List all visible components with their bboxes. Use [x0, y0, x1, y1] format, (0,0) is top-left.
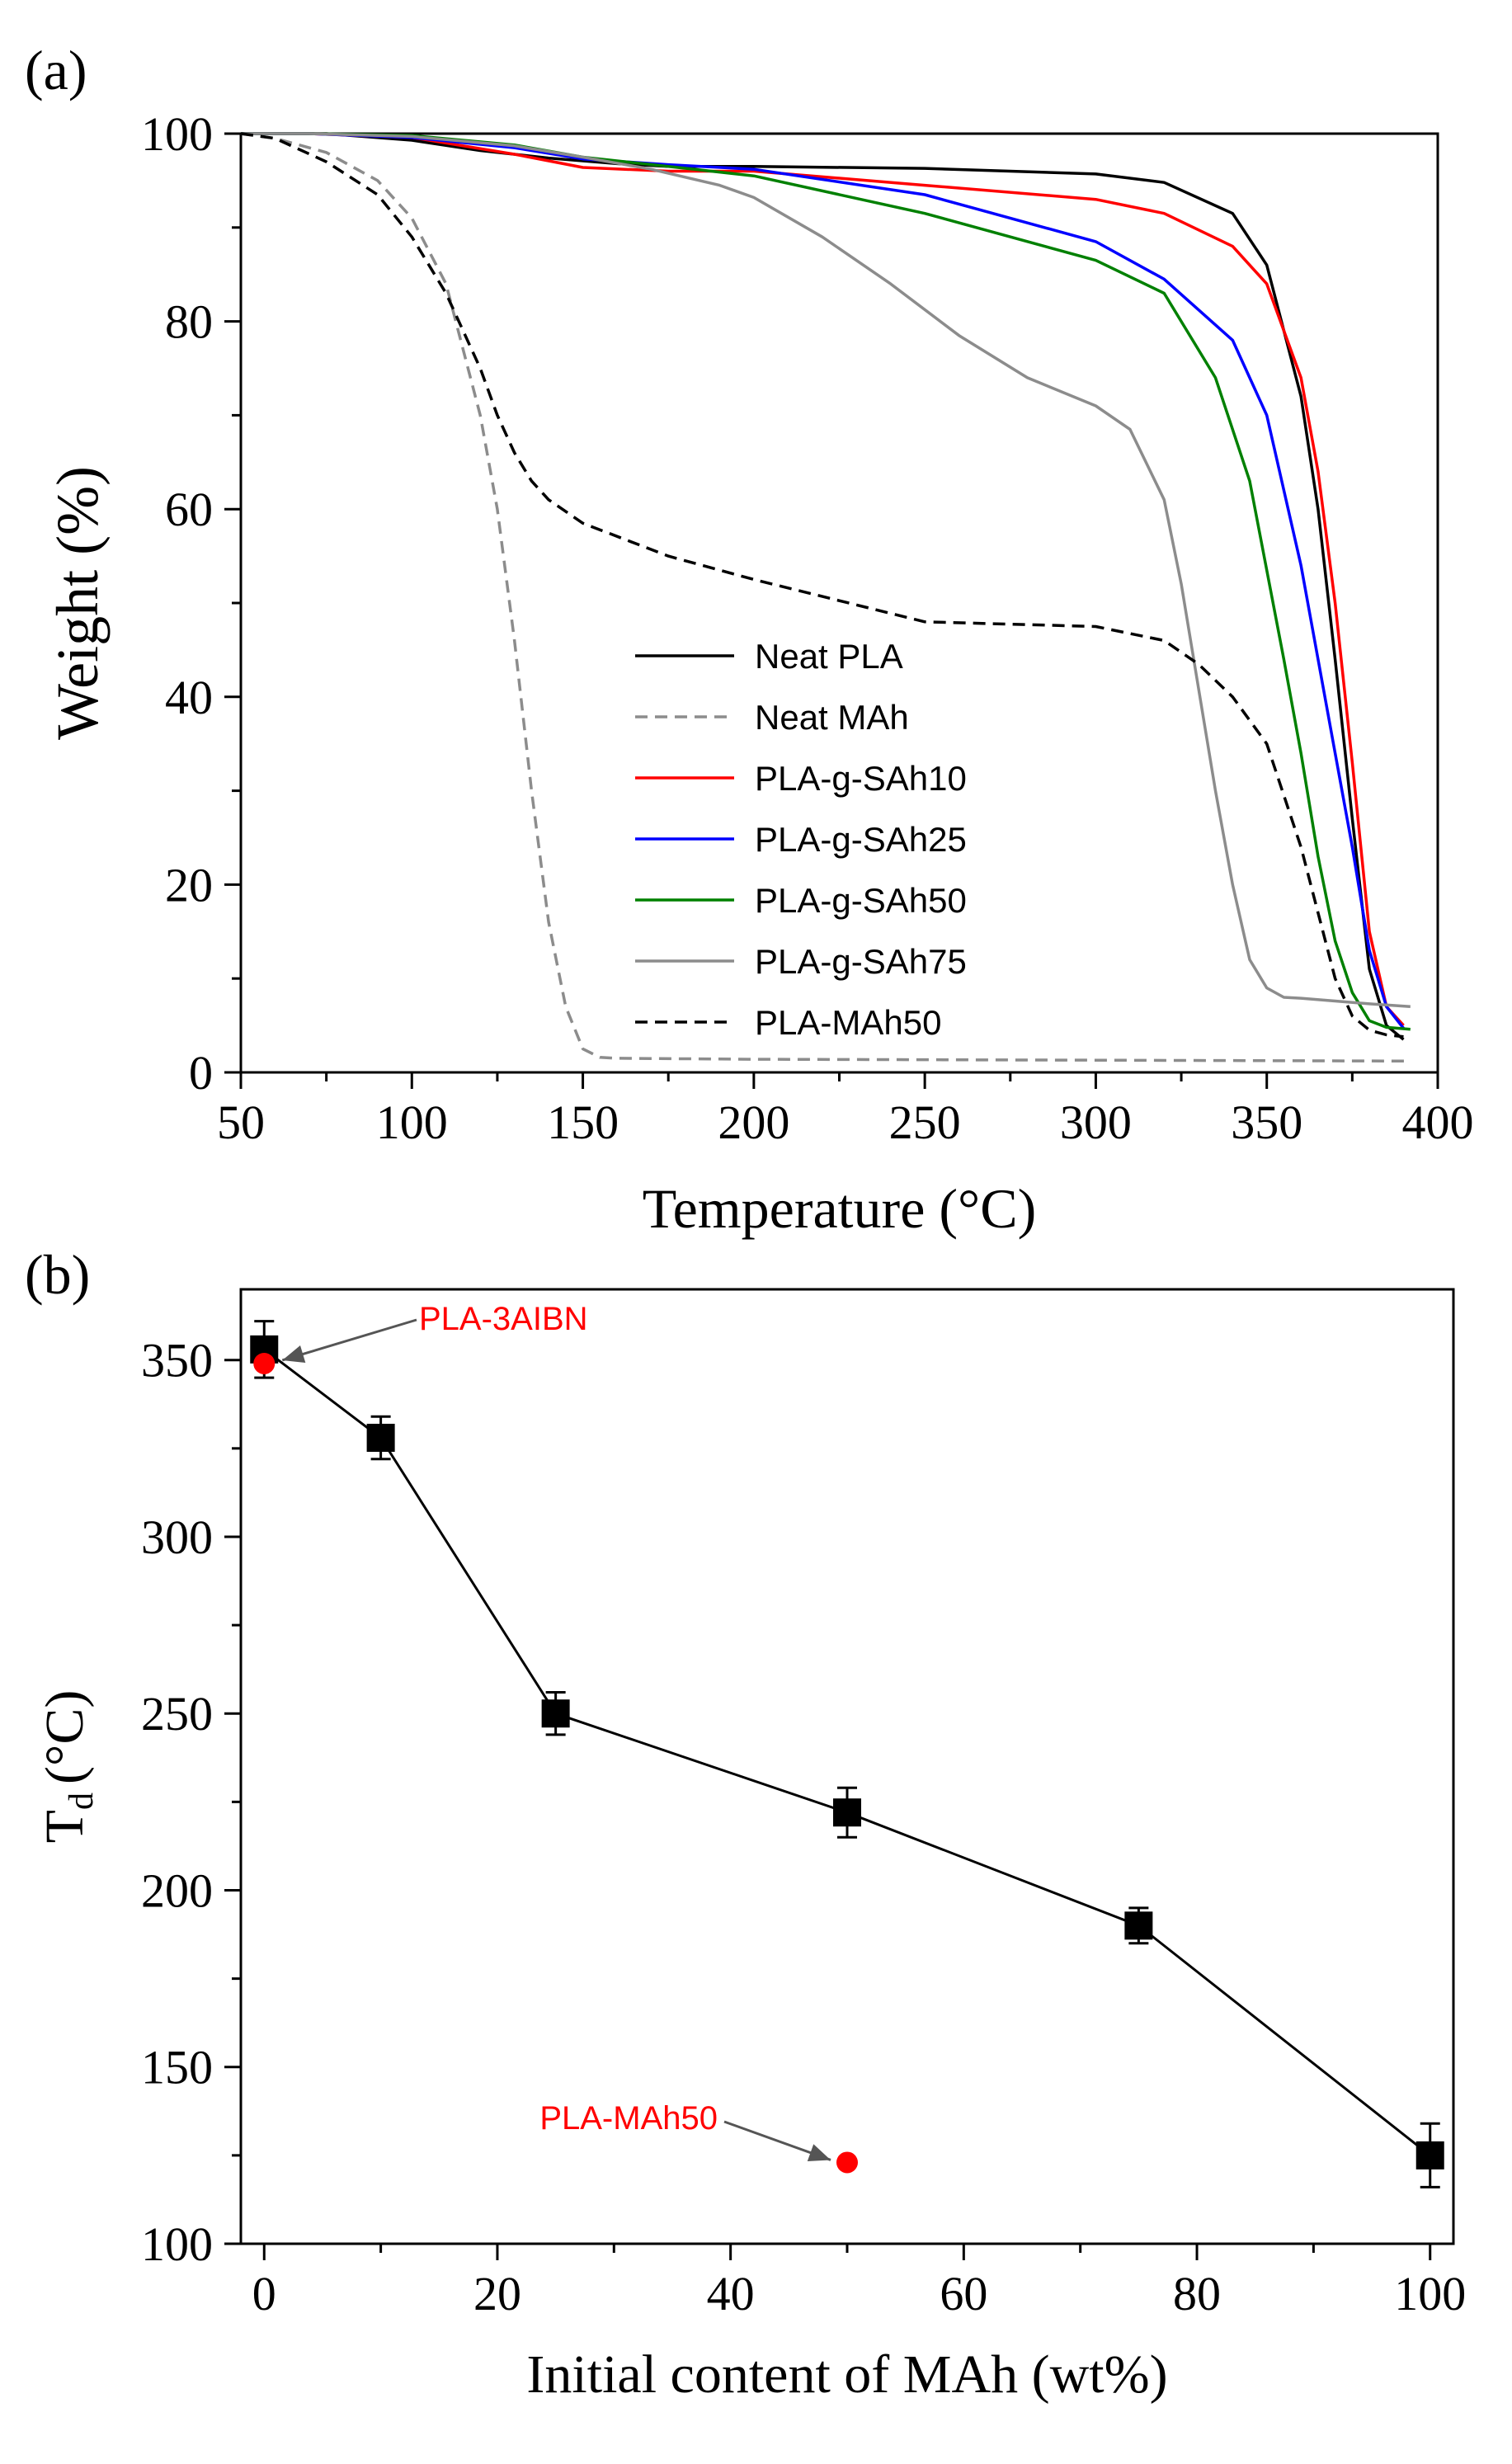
y-tick-label-a: 60	[165, 483, 213, 536]
y-tick-label-b: 150	[141, 2041, 213, 2094]
x-tick-label-b: 80	[1173, 2267, 1221, 2320]
annotation-arrow-pla-mah50-head	[807, 2144, 831, 2161]
series-line-pla-mah50	[240, 132, 1404, 1039]
x-tick-label-b: 100	[1394, 2267, 1466, 2320]
series-line-neat-mah	[240, 132, 1411, 1063]
y-tick-label-a: 80	[165, 295, 213, 349]
x-tick-label-a: 300	[1060, 1095, 1132, 1149]
y-label-unit: (°C)	[35, 1690, 95, 1784]
x-tick-label-a: 100	[376, 1095, 448, 1149]
legend-label-pla-g-sah75: PLA-g-SAh75	[755, 942, 967, 981]
x-tick-label-a: 400	[1402, 1095, 1474, 1149]
legend-label-pla-g-sah25: PLA-g-SAh25	[755, 820, 967, 859]
series-line-pla-g-sah25	[241, 132, 1405, 1029]
x-tick-label-b: 60	[940, 2267, 987, 2320]
axes-ticks-a: 50 100 150 200 250 300 350 400 0 20 40 60 80 100	[141, 107, 1474, 1149]
annotation-pla-3aibn: PLA-3AIBN	[419, 1301, 588, 1337]
data-point-pla-3aibn	[253, 1352, 276, 1374]
y-tick-label-b: 100	[141, 2217, 213, 2271]
legend-label-neat-mah: Neat MAh	[755, 698, 909, 737]
y-tick-label-a: 0	[189, 1046, 213, 1100]
annotation-arrow-pla-3aibn-head	[282, 1345, 306, 1364]
data-point-square	[366, 1423, 395, 1452]
y-tick-label-a: 20	[165, 858, 213, 912]
y-tick-label-b: 200	[141, 1863, 213, 1917]
series-line-pla-g-sah10	[241, 132, 1405, 1027]
axes-ticks-b: 0 20 40 60 80 100 100 150 200 250 300 350	[141, 1334, 1466, 2320]
series-lines-a	[240, 132, 1411, 1063]
chart-panel-b: 0 20 40 60 80 100 100 150 200 250 300 350 PLA-3AIBN…	[35, 1288, 1466, 2405]
legend-label-pla-mah50: PLA-MAh50	[755, 1003, 941, 1042]
annotations-b: PLA-3AIBN PLA-MAh50	[281, 1301, 831, 2161]
panel-b-label: (b)	[25, 1243, 90, 1306]
x-tick-label-b: 40	[707, 2267, 755, 2320]
panel-a-label: (a)	[25, 39, 87, 101]
x-axis-label-a: Temperature (°C)	[643, 1177, 1036, 1240]
x-tick-label-a: 50	[217, 1095, 265, 1149]
x-tick-label-a: 200	[718, 1095, 789, 1149]
y-tick-label-b: 250	[141, 1687, 213, 1741]
data-point-pla-mah50	[836, 2151, 858, 2174]
chart-panel-a: 50 100 150 200 250 300 350 400 0 20 40 60 80 100 Neat…	[45, 107, 1474, 1240]
annotation-arrow-pla-3aibn	[281, 1318, 417, 1362]
y-tick-label-b: 350	[141, 1334, 213, 1387]
plot-frame-b	[239, 1288, 1455, 2245]
x-tick-label-b: 20	[473, 2267, 521, 2320]
legend-label-pla-g-sah10: PLA-g-SAh10	[755, 759, 967, 798]
series-b	[250, 1320, 1444, 2188]
y-tick-label-a: 40	[165, 671, 213, 724]
annotation-pla-mah50: PLA-MAh50	[539, 2100, 718, 2137]
x-axis-label-b: Initial content of MAh (wt%)	[526, 2344, 1167, 2405]
svg-text:Td(°C): Td (°C)	[35, 1690, 101, 1844]
data-point-square	[833, 1798, 861, 1827]
data-point-square	[1415, 2141, 1444, 2170]
data-point-square	[1124, 1911, 1153, 1940]
legend-label-pla-g-sah50: PLA-g-SAh50	[755, 881, 967, 920]
legend-label-neat-pla: Neat PLA	[755, 637, 903, 676]
y-tick-label-b: 300	[141, 1510, 213, 1564]
series-line-b	[263, 1348, 1431, 2157]
y-label-subscript: d	[63, 1793, 101, 1810]
x-tick-label-a: 250	[889, 1095, 961, 1149]
y-axis-label-a: Weight (%)	[45, 466, 111, 740]
y-label-main: T	[35, 1810, 95, 1843]
data-point-square	[541, 1699, 570, 1728]
x-tick-label-b: 0	[252, 2267, 276, 2320]
legend-a: Neat PLA Neat MAh PLA-g-SAh10 PLA-g-SAh25 PL…	[635, 637, 967, 1042]
y-tick-label-a: 100	[141, 107, 213, 161]
y-axis-label-b: Td (°C)	[35, 1690, 101, 1844]
series-line-pla-g-sah75	[241, 132, 1411, 1009]
x-tick-label-a: 350	[1231, 1095, 1302, 1149]
x-tick-label-a: 150	[547, 1095, 619, 1149]
